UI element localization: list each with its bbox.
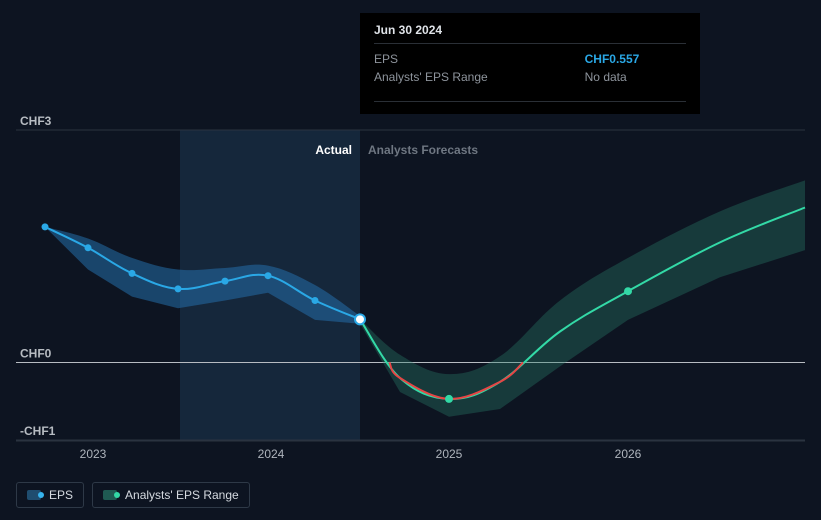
svg-text:2023: 2023 [80, 447, 107, 461]
tooltip-row-value: CHF0.557 [585, 50, 686, 68]
svg-text:Analysts Forecasts: Analysts Forecasts [368, 143, 478, 157]
legend-label: EPS [49, 488, 73, 502]
legend-item-eps[interactable]: EPS [16, 482, 84, 508]
svg-text:CHF3: CHF3 [20, 114, 52, 128]
svg-text:2025: 2025 [436, 447, 463, 461]
svg-text:CHF0: CHF0 [20, 347, 52, 361]
tooltip-row-label: Analysts' EPS Range [374, 68, 585, 86]
chart-tooltip: Jun 30 2024 EPS CHF0.557 Analysts' EPS R… [360, 13, 700, 114]
svg-text:-CHF1: -CHF1 [20, 424, 56, 438]
tooltip-divider [374, 101, 686, 102]
tooltip-table: EPS CHF0.557 Analysts' EPS Range No data [374, 50, 686, 86]
tooltip-row-label: EPS [374, 50, 585, 68]
svg-text:2024: 2024 [258, 447, 285, 461]
eps-chart: CHF3 CHF0 -CHF1 Actual Analysts Forecasts 202… [0, 0, 821, 520]
svg-text:2026: 2026 [615, 447, 642, 461]
tooltip-row-value: No data [585, 68, 686, 86]
legend-swatch [103, 490, 117, 500]
legend-label: Analysts' EPS Range [125, 488, 239, 502]
legend-item-eps-range[interactable]: Analysts' EPS Range [92, 482, 250, 508]
chart-legend: EPS Analysts' EPS Range [16, 482, 250, 508]
legend-swatch [27, 490, 41, 500]
tooltip-date: Jun 30 2024 [374, 23, 686, 44]
tooltip-row: Analysts' EPS Range No data [374, 68, 686, 86]
tooltip-row: EPS CHF0.557 [374, 50, 686, 68]
svg-text:Actual: Actual [315, 143, 352, 157]
